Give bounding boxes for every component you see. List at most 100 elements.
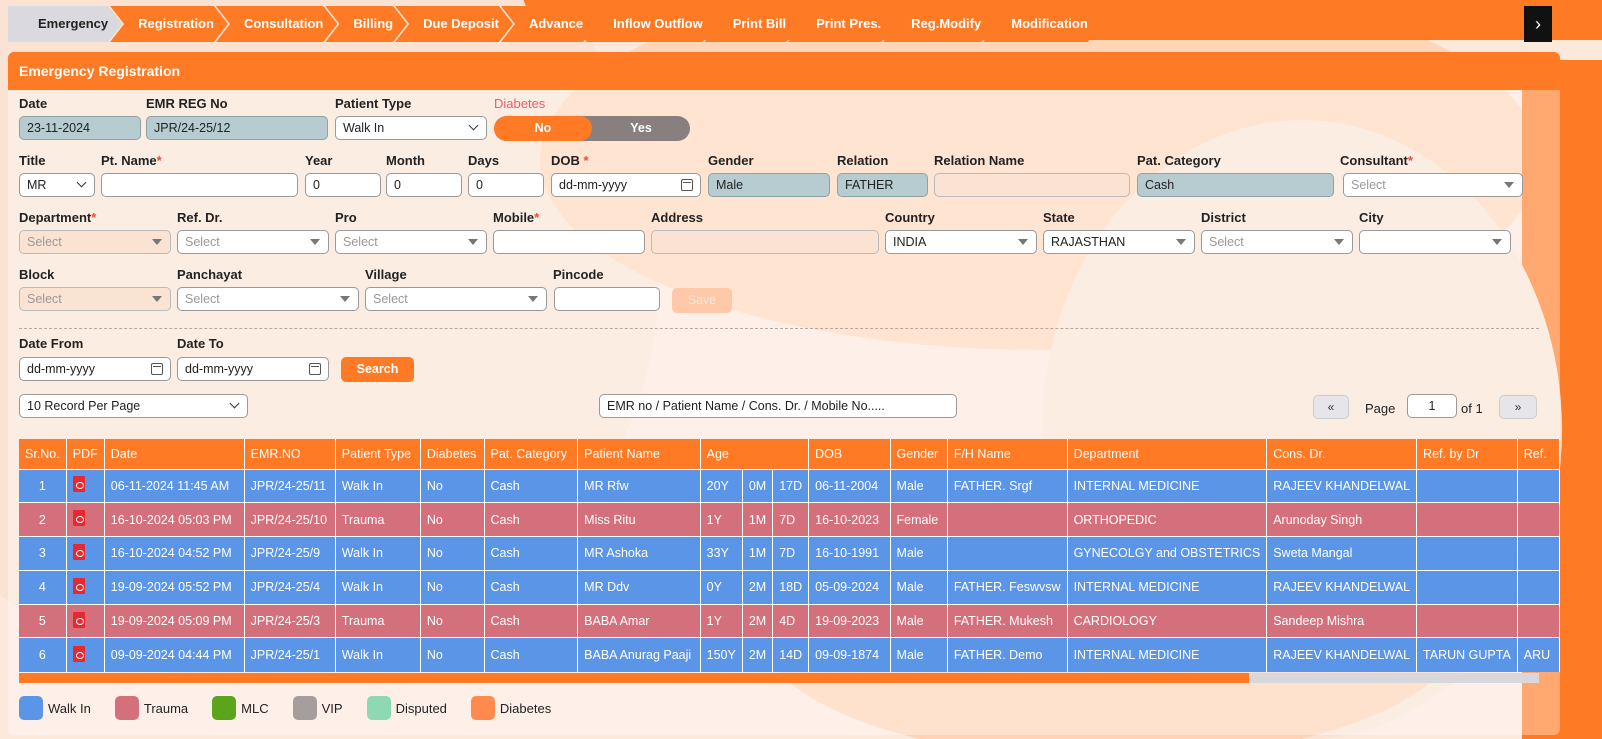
cell-dob: 16-10-1991 <box>808 536 891 571</box>
tab-reg-modify[interactable]: Reg.Modify <box>883 6 995 42</box>
diabetes-toggle[interactable]: No Yes <box>494 116 690 141</box>
col-fh-name: F/H Name <box>947 439 1068 469</box>
calendar-icon[interactable] <box>681 179 693 191</box>
save-button[interactable]: Save <box>672 288 732 313</box>
table-row[interactable]: 4 19-09-2024 05:52 PM JPR/24-25/4 Walk In No… <box>19 569 1561 605</box>
emr-reg-no-field[interactable]: JPR/24-25/12 <box>146 116 328 140</box>
cell-type: Trauma <box>335 603 421 638</box>
tab-inflow-outflow[interactable]: Inflow Outflow <box>585 6 717 42</box>
month-input[interactable]: 0 <box>386 173 462 197</box>
cell-cat: Cash <box>484 569 579 605</box>
cell-cons: Arunoday Singh <box>1266 502 1418 537</box>
search-input[interactable]: EMR no / Patient Name / Cons. Dr. / Mobi… <box>599 394 957 418</box>
tab-print-pres[interactable]: Print Pres. <box>788 6 895 42</box>
cell-dob: 16-10-2023 <box>808 502 891 537</box>
scrollbar-thumb[interactable] <box>19 673 1249 683</box>
pro-select[interactable]: Select <box>335 230 487 254</box>
cell-diabetes: No <box>420 637 485 672</box>
panchayat-placeholder: Select <box>185 292 220 306</box>
date-field[interactable]: 23-11-2024 <box>19 116 141 140</box>
cell-ay: 1Y <box>700 502 743 537</box>
cell-date: 06-11-2024 11:45 AM <box>104 468 245 503</box>
cell-type: Walk In <box>335 468 421 503</box>
tab-emergency[interactable]: Emergency <box>8 6 122 42</box>
title-label: Title <box>19 153 46 168</box>
tab-billing[interactable]: Billing <box>325 6 407 42</box>
tab-advance[interactable]: Advance <box>501 6 597 42</box>
records-per-page-select[interactable]: 10 Record Per Page <box>19 394 248 418</box>
cell-ref <box>1517 502 1561 537</box>
patient-type-select[interactable]: Walk In <box>335 116 487 140</box>
cell-type: Walk In <box>335 536 421 571</box>
col-cons-dr: Cons. Dr. <box>1266 439 1418 469</box>
relation-name-input[interactable] <box>934 173 1130 197</box>
next-page-button[interactable]: » <box>1499 395 1537 419</box>
cell-sr: 6 <box>19 637 67 672</box>
pdf-icon[interactable] <box>72 476 85 493</box>
state-select[interactable]: RAJASTHAN <box>1043 230 1195 254</box>
pdf-icon[interactable] <box>72 510 85 527</box>
block-select[interactable]: Select <box>19 287 171 311</box>
pdf-icon[interactable] <box>72 577 85 594</box>
patient-type-label: Patient Type <box>335 96 412 111</box>
chevron-right-icon[interactable]: › <box>1524 6 1552 42</box>
days-input[interactable]: 0 <box>468 173 544 197</box>
pdf-icon[interactable] <box>72 611 85 628</box>
table-row[interactable]: 2 16-10-2024 05:03 PM JPR/24-25/10 Trauma No… <box>19 502 1561 537</box>
cell-sr: 4 <box>19 569 67 605</box>
table-row[interactable]: 5 19-09-2024 05:09 PM JPR/24-25/3 Trauma No C… <box>19 603 1561 638</box>
cell-emr: JPR/24-25/1 <box>244 637 336 672</box>
consultant-select[interactable]: Select <box>1343 173 1523 197</box>
title-select[interactable]: MR <box>19 173 95 197</box>
tab-due-deposit[interactable]: Due Deposit <box>395 6 513 42</box>
col-age: Age <box>700 439 810 469</box>
pt-name-input[interactable] <box>101 173 298 197</box>
pdf-icon[interactable] <box>72 543 85 560</box>
legend-label: Disputed <box>395 700 447 716</box>
pat-category-field[interactable]: Cash <box>1137 173 1334 197</box>
tab-modification[interactable]: Modification <box>983 6 1102 42</box>
diabetes-no-option[interactable]: No <box>494 116 592 141</box>
mobile-input[interactable] <box>493 230 645 254</box>
horizontal-scrollbar[interactable] <box>19 673 1539 683</box>
cell-name: MR Ddv <box>577 569 701 605</box>
search-button[interactable]: Search <box>341 357 414 382</box>
pdf-icon[interactable] <box>72 645 85 662</box>
caret-down-icon <box>1492 239 1502 245</box>
cell-ad: 7D <box>772 502 810 537</box>
cell-fh <box>947 536 1068 571</box>
tab-print-bill[interactable]: Print Bill <box>705 6 800 42</box>
table-row[interactable]: 1 06-11-2024 11:45 AM JPR/24-25/11 Walk In N… <box>19 468 1561 503</box>
cell-gender: Female <box>890 502 948 537</box>
village-label: Village <box>365 267 407 282</box>
district-select[interactable]: Select <box>1201 230 1353 254</box>
pincode-input[interactable] <box>554 287 660 311</box>
table-row[interactable]: 3 16-10-2024 04:52 PM JPR/24-25/9 Walk In No… <box>19 536 1561 571</box>
caret-down-icon <box>528 296 538 302</box>
tab-consultation[interactable]: Consultation <box>216 6 337 42</box>
city-select[interactable] <box>1359 230 1511 254</box>
address-input[interactable] <box>651 230 879 254</box>
country-select[interactable]: INDIA <box>885 230 1037 254</box>
tab-registration[interactable]: Registration <box>110 6 228 42</box>
department-select[interactable]: Select <box>19 230 171 254</box>
dob-input[interactable]: dd-mm-yyyy <box>551 173 701 197</box>
panchayat-select[interactable]: Select <box>177 287 359 311</box>
date-to-input[interactable]: dd-mm-yyyy <box>177 357 329 381</box>
date-from-input[interactable]: dd-mm-yyyy <box>19 357 171 381</box>
village-select[interactable]: Select <box>365 287 547 311</box>
diabetes-yes-option[interactable]: Yes <box>630 121 652 135</box>
calendar-icon[interactable] <box>309 363 321 375</box>
relation-field[interactable]: FATHER <box>837 173 928 197</box>
year-input[interactable]: 0 <box>305 173 381 197</box>
gender-field[interactable]: Male <box>708 173 830 197</box>
cell-cons: Sandeep Mishra <box>1266 603 1418 638</box>
page-number-input[interactable]: 1 <box>1407 394 1457 418</box>
ref-dr-select[interactable]: Select <box>177 230 329 254</box>
col-diabetes: Diabetes <box>420 439 485 469</box>
table-row[interactable]: 6 09-09-2024 04:44 PM JPR/24-25/1 Walk In No… <box>19 637 1561 672</box>
caret-down-icon <box>310 239 320 245</box>
calendar-icon[interactable] <box>151 363 163 375</box>
prev-page-button[interactable]: « <box>1313 395 1349 419</box>
cell-refdr <box>1416 603 1518 638</box>
